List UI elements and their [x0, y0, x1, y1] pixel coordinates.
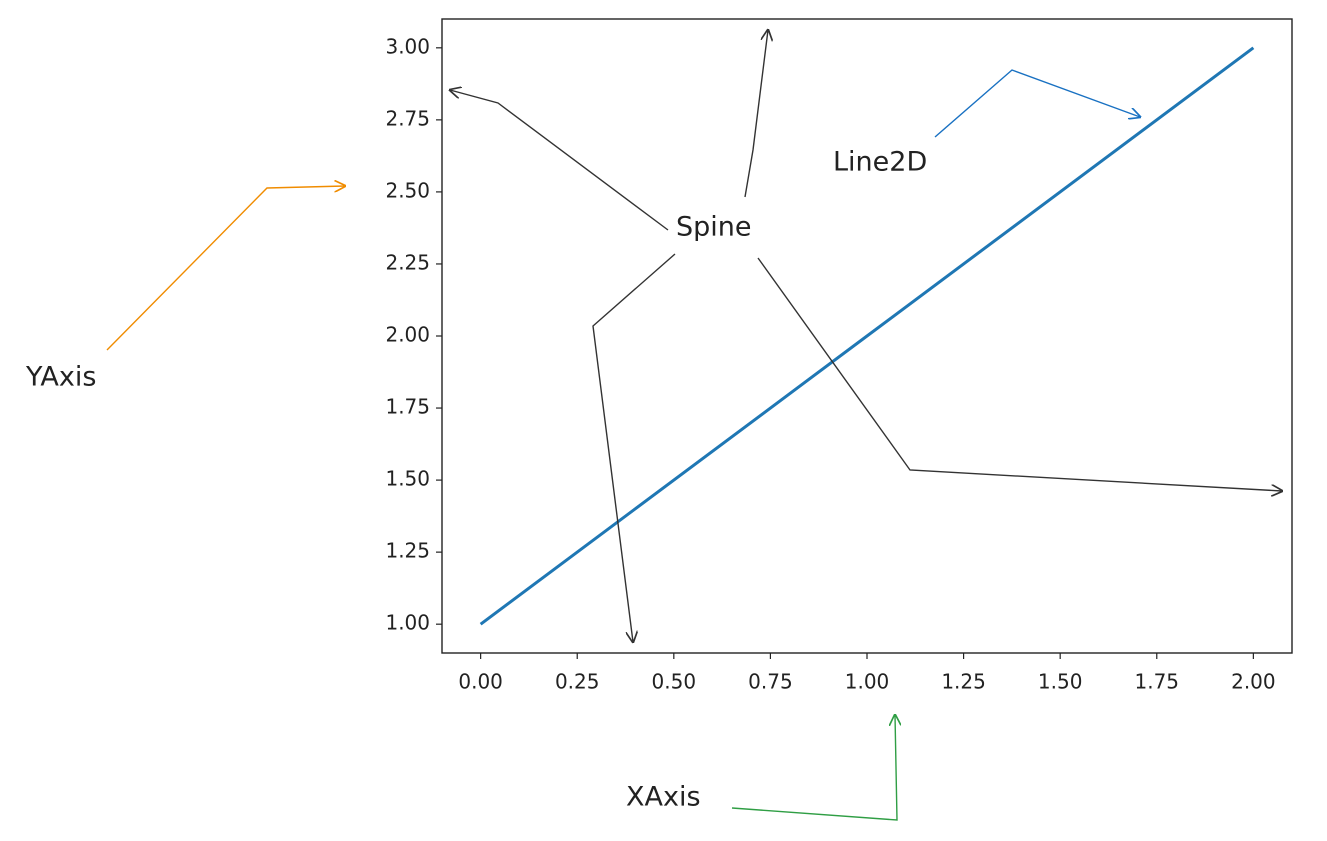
- x-tick-label: 1.00: [845, 670, 890, 694]
- y-tick-label: 3.00: [385, 34, 430, 58]
- annotation: Line2D: [833, 147, 927, 178]
- arrow: [450, 90, 669, 231]
- y-tick-label: 2.00: [385, 323, 430, 347]
- y-tick-label: 1.50: [385, 467, 430, 491]
- x-tick-label: 1.75: [1135, 670, 1180, 694]
- arrow: [934, 69, 1140, 138]
- annotation: YAxis: [25, 362, 96, 393]
- axes-frame: [441, 18, 1293, 654]
- plot-area: 1.00 1.25 1.50 1.75 2.00 2.25 2.50 2.75 3.00 0.00…: [385, 18, 1293, 694]
- arrow: [744, 30, 768, 198]
- x-tick-label: 2.00: [1231, 670, 1276, 694]
- y-tick-label: 1.25: [385, 539, 430, 563]
- x-tick-label: 0.25: [555, 670, 600, 694]
- y-tick-label: 2.75: [385, 106, 430, 130]
- x-tick-label: 1.25: [941, 670, 986, 694]
- arrow: [106, 186, 345, 351]
- x-tick-label: 0.00: [458, 670, 503, 694]
- annotation: XAxis: [626, 782, 701, 813]
- annotation: Spine: [676, 212, 752, 243]
- arrow: [757, 257, 1282, 491]
- arrow: [731, 715, 897, 821]
- arrow: [592, 253, 676, 642]
- y-tick-label: 2.25: [385, 250, 430, 274]
- y-tick-label: 2.50: [385, 178, 430, 202]
- x-tick-label: 0.50: [652, 670, 697, 694]
- x-tick-label: 0.75: [748, 670, 793, 694]
- x-tick-label: 1.50: [1038, 670, 1083, 694]
- y-tick-label: 1.75: [385, 395, 430, 419]
- y-tick-label: 1.00: [385, 611, 430, 635]
- data-line: [479, 46, 1255, 626]
- annotation-arrows: [106, 30, 1282, 821]
